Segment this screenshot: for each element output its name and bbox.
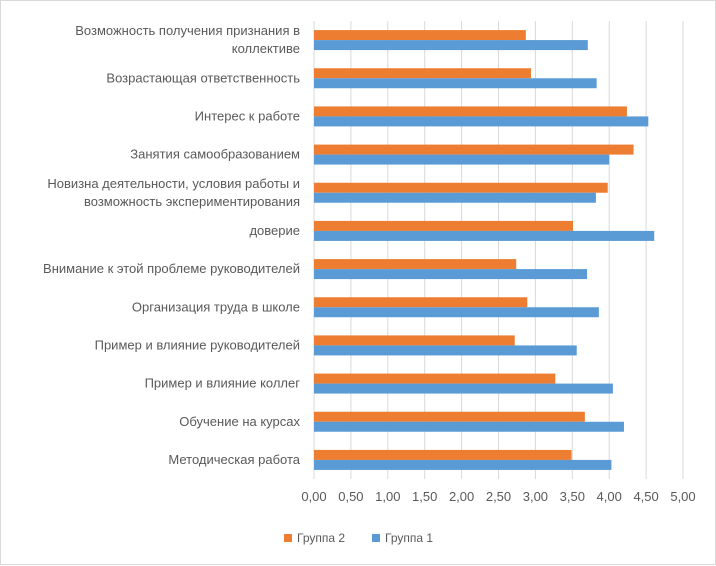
category-label: Возрастающая ответственность xyxy=(106,70,300,85)
category-label: Интерес к работе xyxy=(195,108,300,123)
legend: Группа 2 Группа 1 xyxy=(284,531,433,545)
bar-group-1 xyxy=(314,116,649,127)
bar-group-1 xyxy=(314,383,613,394)
bar-group-1 xyxy=(314,307,599,318)
bar-group-2 xyxy=(314,182,608,193)
legend-entry: Группа 2 xyxy=(297,531,345,545)
x-tick-label: 3,50 xyxy=(560,489,585,504)
category-label: Организация труда в школе xyxy=(132,299,300,314)
bar-group-1 xyxy=(314,421,624,432)
bar-group-2 xyxy=(314,335,515,346)
x-tick-label: 1,50 xyxy=(412,489,437,504)
bar-group-2 xyxy=(314,30,526,41)
bar-group-2 xyxy=(314,449,572,460)
category-label: Методическая работа xyxy=(168,452,300,467)
x-tick-label: 4,50 xyxy=(633,489,658,504)
category-label: Возможность получения признания в xyxy=(75,23,300,38)
category-label: Пример и влияние коллег xyxy=(145,376,301,391)
x-tick-label: 2,50 xyxy=(486,489,511,504)
bar-group-2 xyxy=(314,411,585,422)
legend-swatch xyxy=(284,534,292,542)
bar-group-1 xyxy=(314,40,588,51)
x-tick-label: 2,00 xyxy=(449,489,474,504)
x-tick-label: 0,50 xyxy=(338,489,363,504)
bars xyxy=(314,30,655,470)
bar-group-2 xyxy=(314,259,517,270)
category-label: Пример и влияние руководителей xyxy=(95,337,300,352)
bar-group-2 xyxy=(314,373,556,384)
category-label: доверие xyxy=(249,223,300,238)
bar-group-1 xyxy=(314,230,655,241)
x-tick-label: 3,00 xyxy=(523,489,548,504)
category-label: Новизна деятельности, условия работы и xyxy=(47,176,300,191)
x-axis-tick-labels: 0,00 0,50 1,00 1,50 2,00 2,50 3,00 3,50 4,00 4,50… xyxy=(301,489,695,504)
bar-group-1 xyxy=(314,154,610,165)
x-tick-label: 1,00 xyxy=(375,489,400,504)
bar-group-1 xyxy=(314,78,597,89)
bar-group-2 xyxy=(314,297,528,308)
bar-group-1 xyxy=(314,345,577,356)
category-labels: Возможность получения признания в коллект… xyxy=(43,23,301,467)
bar-group-1 xyxy=(314,459,612,470)
x-tick-label: 0,00 xyxy=(301,489,326,504)
legend-entry: Группа 1 xyxy=(385,531,433,545)
category-label: возможность экспериментирования xyxy=(84,194,300,209)
bar-group-2 xyxy=(314,106,627,117)
bar-group-2 xyxy=(314,220,574,231)
gridlines xyxy=(313,21,684,479)
x-tick-label: 4,00 xyxy=(597,489,622,504)
category-label: коллективе xyxy=(232,41,300,56)
category-label: Обучение на курсах xyxy=(179,414,300,429)
bar-group-1 xyxy=(314,269,588,280)
x-tick-label: 5,00 xyxy=(670,489,695,504)
bar-group-2 xyxy=(314,144,634,155)
legend-swatch xyxy=(372,534,380,542)
bar-group-1 xyxy=(314,192,596,203)
category-label: Занятия самообразованием xyxy=(130,147,300,162)
bar-group-2 xyxy=(314,68,531,79)
category-label: Внимание к этой проблеме руководителей xyxy=(43,261,300,276)
